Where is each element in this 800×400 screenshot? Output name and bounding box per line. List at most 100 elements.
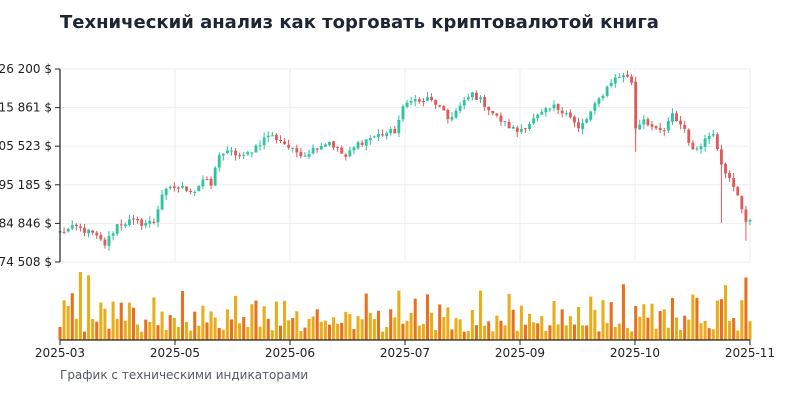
candle-body [626,74,629,77]
volume-bar [670,297,674,340]
volume-bar [156,325,160,340]
volume-bar [144,319,148,340]
candle-body [524,128,527,130]
candle-body [397,120,401,134]
volume-bar [185,321,189,340]
candle-body [356,142,360,149]
candle-body [609,82,613,86]
candle-body [258,145,262,147]
volume-bar [548,325,552,340]
candle-body [185,186,188,191]
candle-body [662,130,666,132]
volume-bar [323,320,327,340]
time-tick-label: 2025-03 [35,346,85,360]
candle-body [201,179,205,187]
volume-bar [87,275,91,340]
candle-body [560,110,564,114]
volume-bar [601,300,605,340]
volume-bar [576,306,581,340]
volume-bar [356,316,360,340]
candle-body [450,117,454,120]
candle-body [140,219,144,226]
volume-bar [625,328,630,340]
chart-title: Технический анализ как торговать криптов… [60,12,659,33]
candle-body [213,167,217,186]
candle-body [548,108,552,110]
volume-bar [389,309,393,340]
volume-bar [66,306,70,340]
volume-bar [707,328,711,340]
candle-body [658,127,662,131]
volume-bar [658,311,662,340]
candle-body [242,154,246,156]
time-tick-label: 2025-06 [265,346,315,360]
volume-bar [421,324,425,340]
candle-body [181,185,184,188]
volume-bar [140,331,144,340]
volume-bar [205,322,209,340]
candle-body [332,141,335,148]
volume-bar [250,304,254,340]
volume-bar [728,321,732,340]
volume-bar [597,331,601,340]
candle-body [238,155,242,157]
candle-body [495,113,499,116]
candle-body [127,219,131,226]
volume-bar [568,316,572,340]
candle-body [62,231,66,233]
candle-body [617,76,621,78]
candle-body [385,133,389,137]
candle-body [319,146,323,150]
candle-body [132,218,135,220]
volume-bar [131,307,136,340]
candle-body [426,97,429,101]
price-tick-label: 84 846 $ [0,216,52,230]
candle-body [491,110,495,114]
volume-bar [111,301,115,340]
volume-bar [609,302,613,340]
candle-body [483,97,487,107]
candle-body [307,153,311,157]
candle-body [225,150,229,154]
candle-body [605,86,609,97]
candle-body [279,139,282,141]
candle-body [144,223,148,226]
volume-bar [299,330,303,340]
volume-bar [413,298,417,340]
volume-bar [103,308,107,340]
volume-bar [258,326,262,340]
volume-bar [225,309,229,340]
candle-body [744,209,748,222]
candle-body [193,191,197,193]
volume-bar [634,305,638,340]
candle-body [540,111,544,115]
volume-bar [613,326,617,340]
volume-bar [585,325,589,340]
candle-body [519,128,523,132]
candle-body [434,100,438,105]
candle-body [707,135,711,140]
candle-body [323,144,327,147]
candle-body [470,92,474,98]
candle-body [421,101,425,103]
volume-bar [687,319,691,340]
volume-bar [638,316,642,340]
volume-bar [425,294,429,340]
candle-body [564,113,568,115]
volume-bar [519,305,523,340]
volume-bar [434,329,438,340]
candle-body [487,106,491,111]
volume-bar [315,309,319,340]
volume-bar [474,325,478,340]
candle-body [724,163,727,174]
candle-body [511,126,515,129]
candle-body [311,147,315,154]
candle-body [160,194,164,210]
volume-bar [164,329,168,340]
candle-body [197,185,201,192]
volume-bar [470,309,474,340]
candle-body [430,97,433,101]
volume-bar [732,318,736,340]
volume-bar [127,302,131,340]
candle-body [740,196,744,210]
